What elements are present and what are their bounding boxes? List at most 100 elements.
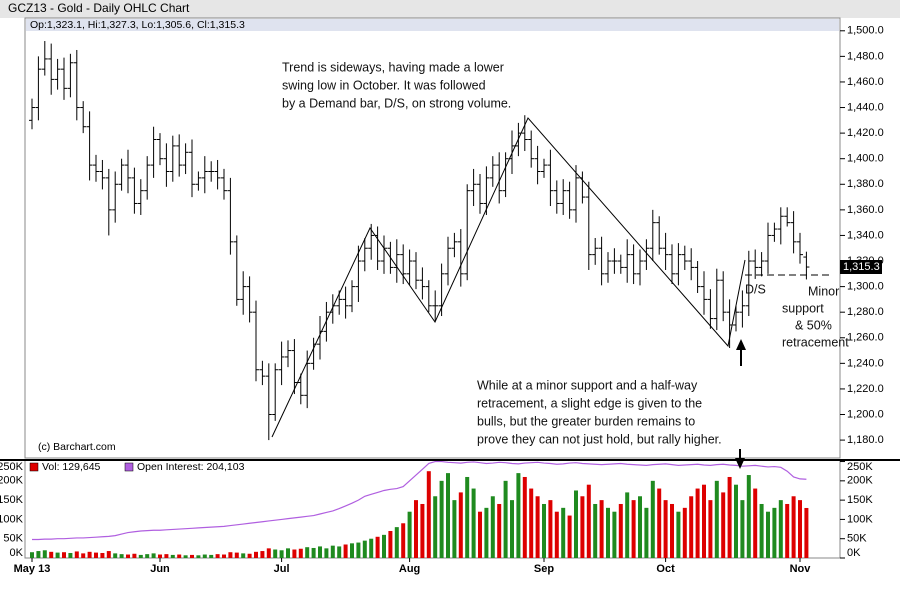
- volume-bar: [612, 511, 617, 558]
- arrow-up: [736, 339, 746, 366]
- legend-label: Vol: 129,645: [42, 461, 101, 473]
- volume-bar: [74, 551, 79, 558]
- volume-bar: [311, 547, 316, 558]
- y-tick-label: 1,220.0: [847, 383, 884, 395]
- volume-bar: [740, 500, 745, 558]
- volume-bar: [433, 496, 438, 558]
- volume-bar: [785, 503, 790, 558]
- volume-bar: [68, 552, 73, 558]
- title-bar: [0, 0, 900, 18]
- volume-bar: [356, 542, 361, 558]
- volume-bar: [49, 551, 54, 558]
- volume-bar: [426, 471, 431, 558]
- legend-swatch: [29, 462, 39, 472]
- volume-bar: [721, 492, 726, 558]
- info-band: [26, 19, 839, 31]
- volume-bar: [631, 500, 636, 558]
- volume-bar: [113, 553, 118, 558]
- volume-bar: [682, 507, 687, 558]
- volume-bar: [132, 553, 137, 558]
- volume-bar: [375, 536, 380, 558]
- volume-bar: [484, 507, 489, 558]
- volume-bar: [362, 540, 367, 558]
- annotation: retracement: [782, 335, 849, 349]
- volume-bar: [62, 552, 66, 558]
- y-tick-label: 1,460.0: [847, 76, 884, 88]
- y-tick-label: 50K: [3, 533, 23, 545]
- volume-bar: [772, 507, 777, 558]
- volume-bar: [650, 480, 655, 558]
- volume-bar: [388, 530, 393, 558]
- volume-bar: [708, 500, 713, 558]
- volume-bar: [458, 492, 463, 558]
- volume-bar: [106, 551, 111, 558]
- x-tick-label: Jun: [150, 563, 170, 575]
- volume-bar: [42, 550, 47, 558]
- volume-bar: [55, 552, 60, 558]
- volume-bar: [407, 511, 412, 558]
- last-price-box: [840, 260, 882, 274]
- volume-bar: [286, 548, 290, 558]
- volume-bar: [548, 500, 553, 558]
- volume-bar: [510, 500, 514, 558]
- volume-bar: [350, 543, 354, 558]
- x-tick-label: Nov: [790, 563, 812, 575]
- volume-bar: [279, 550, 284, 558]
- volume-bar: [298, 548, 303, 558]
- volume-bar: [522, 476, 527, 558]
- volume-bar: [100, 552, 105, 558]
- volume-bar: [618, 503, 623, 558]
- volume-bar: [260, 551, 265, 558]
- volume-bar: [798, 500, 802, 558]
- volume-bar: [202, 554, 207, 558]
- y-tick-label: 1,360.0: [847, 204, 884, 216]
- volume-bar: [292, 549, 297, 558]
- volume-bar: [561, 507, 566, 558]
- volume-bar: [727, 476, 732, 558]
- x-tick-label: Jul: [274, 563, 290, 575]
- y-tick-label: 250K: [0, 461, 24, 473]
- volume-bar: [151, 553, 156, 558]
- volume-bar: [593, 503, 598, 558]
- volume-bar: [734, 484, 738, 558]
- volume-bar: [158, 554, 162, 558]
- volume-bar: [625, 492, 630, 558]
- volume-bar: [177, 554, 182, 558]
- y-tick-label: 1,380.0: [847, 178, 884, 190]
- annotation: retracement, a slight edge is given to t…: [477, 396, 702, 410]
- volume-bar: [209, 554, 214, 558]
- price-panel: [24, 17, 841, 459]
- annotation: prove they can not just hold, but rally …: [477, 432, 722, 446]
- copyright: (c) Barchart.com: [38, 441, 116, 453]
- volume-bar: [554, 511, 559, 558]
- volume-bar: [337, 546, 342, 558]
- volume-bar: [273, 549, 278, 558]
- y-tick-label: 200K: [0, 475, 24, 487]
- y-tick-label: 100K: [847, 513, 873, 525]
- legend-swatch: [124, 462, 134, 472]
- y-tick-label: 1,420.0: [847, 127, 884, 139]
- y-tick-label: 1,340.0: [847, 229, 884, 241]
- volume-bar: [394, 527, 399, 558]
- y-tick-label: 150K: [0, 494, 24, 506]
- volume-bar: [759, 503, 764, 558]
- annotation: Minor: [808, 284, 839, 298]
- volume-bar: [324, 548, 329, 558]
- trend-lines: [271, 117, 832, 438]
- volume-bar: [503, 480, 508, 558]
- annotation: bulls, but the greater burden remains to: [477, 414, 695, 428]
- volume-bar: [778, 500, 783, 558]
- volume-bar: [196, 555, 201, 558]
- volume-bar: [446, 473, 450, 558]
- annotation: Trend is sideways, having made a lower: [282, 60, 504, 74]
- y-tick-label: 1,500.0: [847, 25, 884, 37]
- volume-bar: [247, 553, 252, 558]
- volume-bar: [439, 480, 444, 558]
- y-tick-label: 0K: [10, 547, 24, 559]
- volume-bar: [695, 488, 700, 558]
- volume-bar: [254, 551, 258, 558]
- volume-bar: [497, 503, 502, 558]
- volume-bar: [369, 538, 374, 558]
- volume-bar: [542, 503, 546, 558]
